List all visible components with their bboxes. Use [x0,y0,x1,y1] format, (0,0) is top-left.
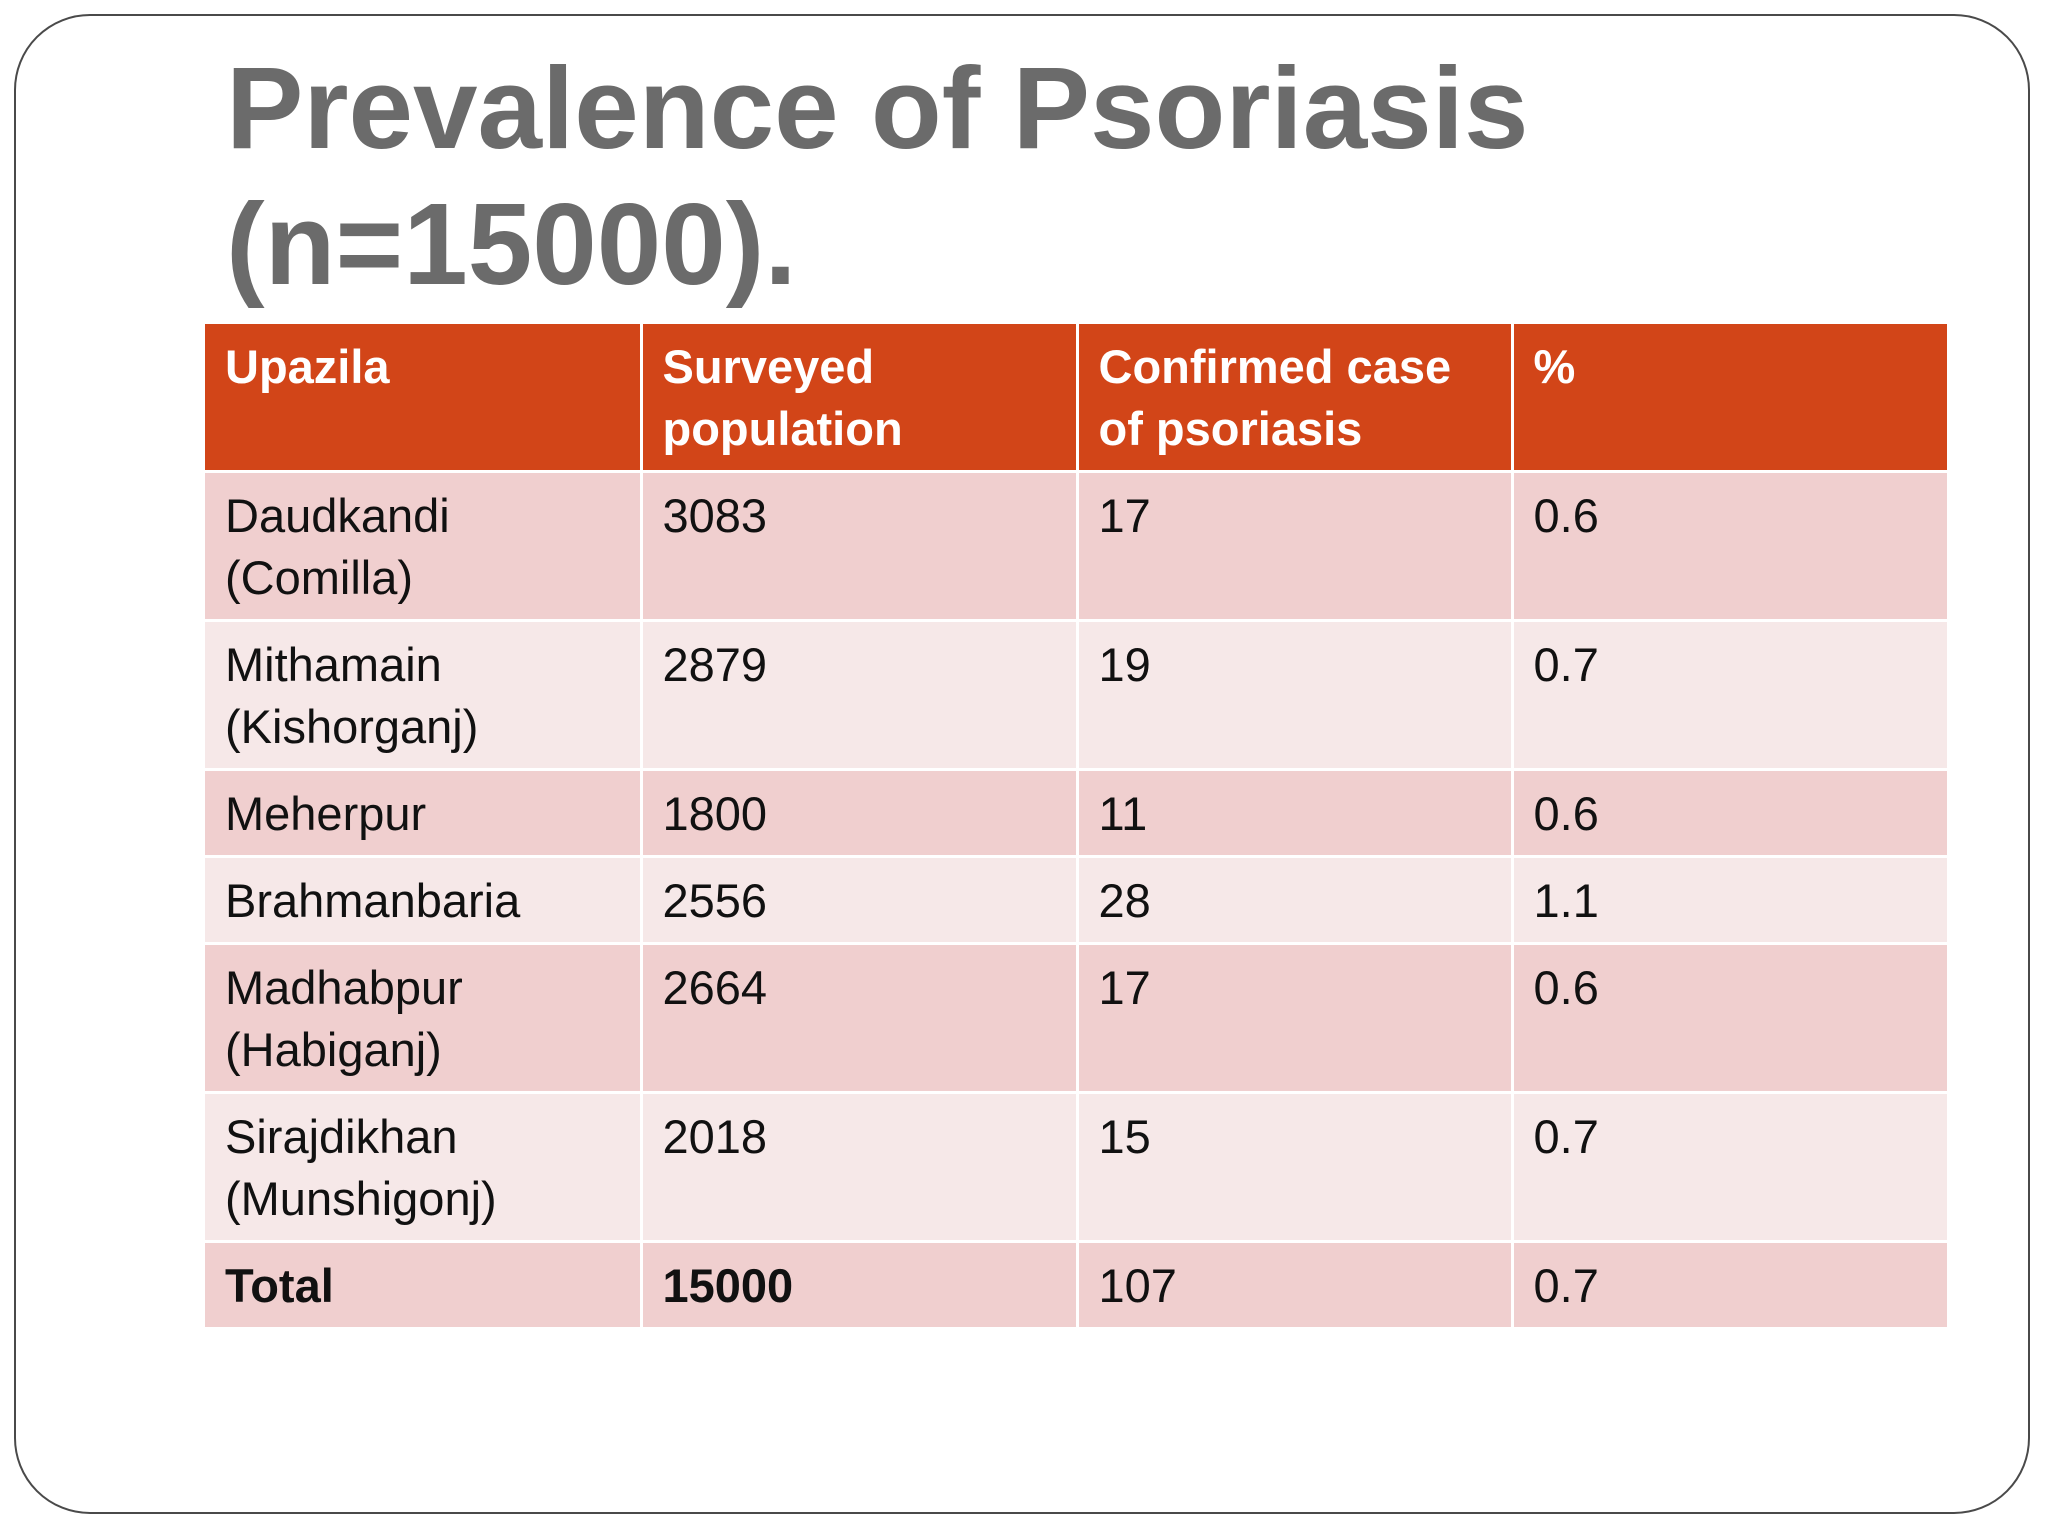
cell-upazila: Mithamain (Kishorganj) [205,620,643,771]
cell-percent: 0.6 [1512,769,1947,858]
cell-confirmed: 17 [1077,471,1514,622]
cell-confirmed: 19 [1077,620,1514,771]
cell-confirmed: 17 [1077,943,1514,1094]
cell-percent: 1.1 [1512,856,1947,945]
cell-total-percent: 0.7 [1512,1241,1947,1330]
cell-surveyed: 1800 [641,769,1079,858]
cell-confirmed: 28 [1077,856,1514,945]
table-row: Sirajdikhan (Munshigonj) 2018 15 0.7 [205,1092,1947,1243]
slide-title-line-1: Prevalence of Psoriasis [226,43,1529,173]
cell-percent: 0.7 [1512,1092,1947,1243]
cell-total-label: Total [205,1241,643,1330]
cell-surveyed: 3083 [641,471,1079,622]
cell-upazila: Madhabpur (Habiganj) [205,943,643,1094]
table-row: Meherpur 1800 11 0.6 [205,769,1947,858]
cell-upazila: Daudkandi (Comilla) [205,471,643,622]
table-header-row: Upazila Surveyed population Confirmed ca… [205,324,1947,473]
cell-upazila: Meherpur [205,769,643,858]
total-row: Total 15000 107 0.7 [205,1241,1947,1330]
table-row: Brahmanbaria 2556 28 1.1 [205,856,1947,945]
header-surveyed-population: Surveyed population [641,324,1079,473]
cell-percent: 0.6 [1512,943,1947,1094]
cell-confirmed: 11 [1077,769,1514,858]
cell-upazila: Sirajdikhan (Munshigonj) [205,1092,643,1243]
cell-surveyed: 2018 [641,1092,1079,1243]
header-confirmed-case: Confirmed case of psoriasis [1077,324,1514,473]
cell-percent: 0.6 [1512,471,1947,622]
cell-total-confirmed: 107 [1077,1241,1514,1330]
cell-total-surveyed: 15000 [641,1241,1079,1330]
cell-surveyed: 2879 [641,620,1079,771]
cell-upazila: Brahmanbaria [205,856,643,945]
slide-title: Prevalence of Psoriasis (n=15000). [226,40,1529,312]
table-row: Daudkandi (Comilla) 3083 17 0.6 [205,471,1947,622]
slide-title-line-2: (n=15000). [226,179,797,309]
cell-surveyed: 2556 [641,856,1079,945]
header-upazila: Upazila [205,324,643,473]
cell-percent: 0.7 [1512,620,1947,771]
cell-confirmed: 15 [1077,1092,1514,1243]
header-percent: % [1512,324,1947,473]
prevalence-table: Upazila Surveyed population Confirmed ca… [205,324,1947,1330]
cell-surveyed: 2664 [641,943,1079,1094]
table-row: Madhabpur (Habiganj) 2664 17 0.6 [205,943,1947,1094]
table-row: Mithamain (Kishorganj) 2879 19 0.7 [205,620,1947,771]
